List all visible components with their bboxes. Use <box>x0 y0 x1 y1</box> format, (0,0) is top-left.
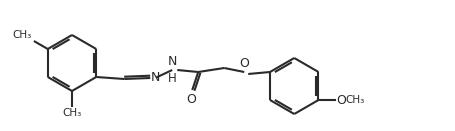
Text: N: N <box>167 55 177 68</box>
Text: O: O <box>186 93 196 106</box>
Text: CH₃: CH₃ <box>345 95 365 105</box>
Text: CH₃: CH₃ <box>13 30 32 40</box>
Text: H: H <box>168 72 177 85</box>
Text: O: O <box>239 57 249 70</box>
Text: N: N <box>151 70 161 83</box>
Text: CH₃: CH₃ <box>62 108 81 118</box>
Text: O: O <box>337 94 346 107</box>
